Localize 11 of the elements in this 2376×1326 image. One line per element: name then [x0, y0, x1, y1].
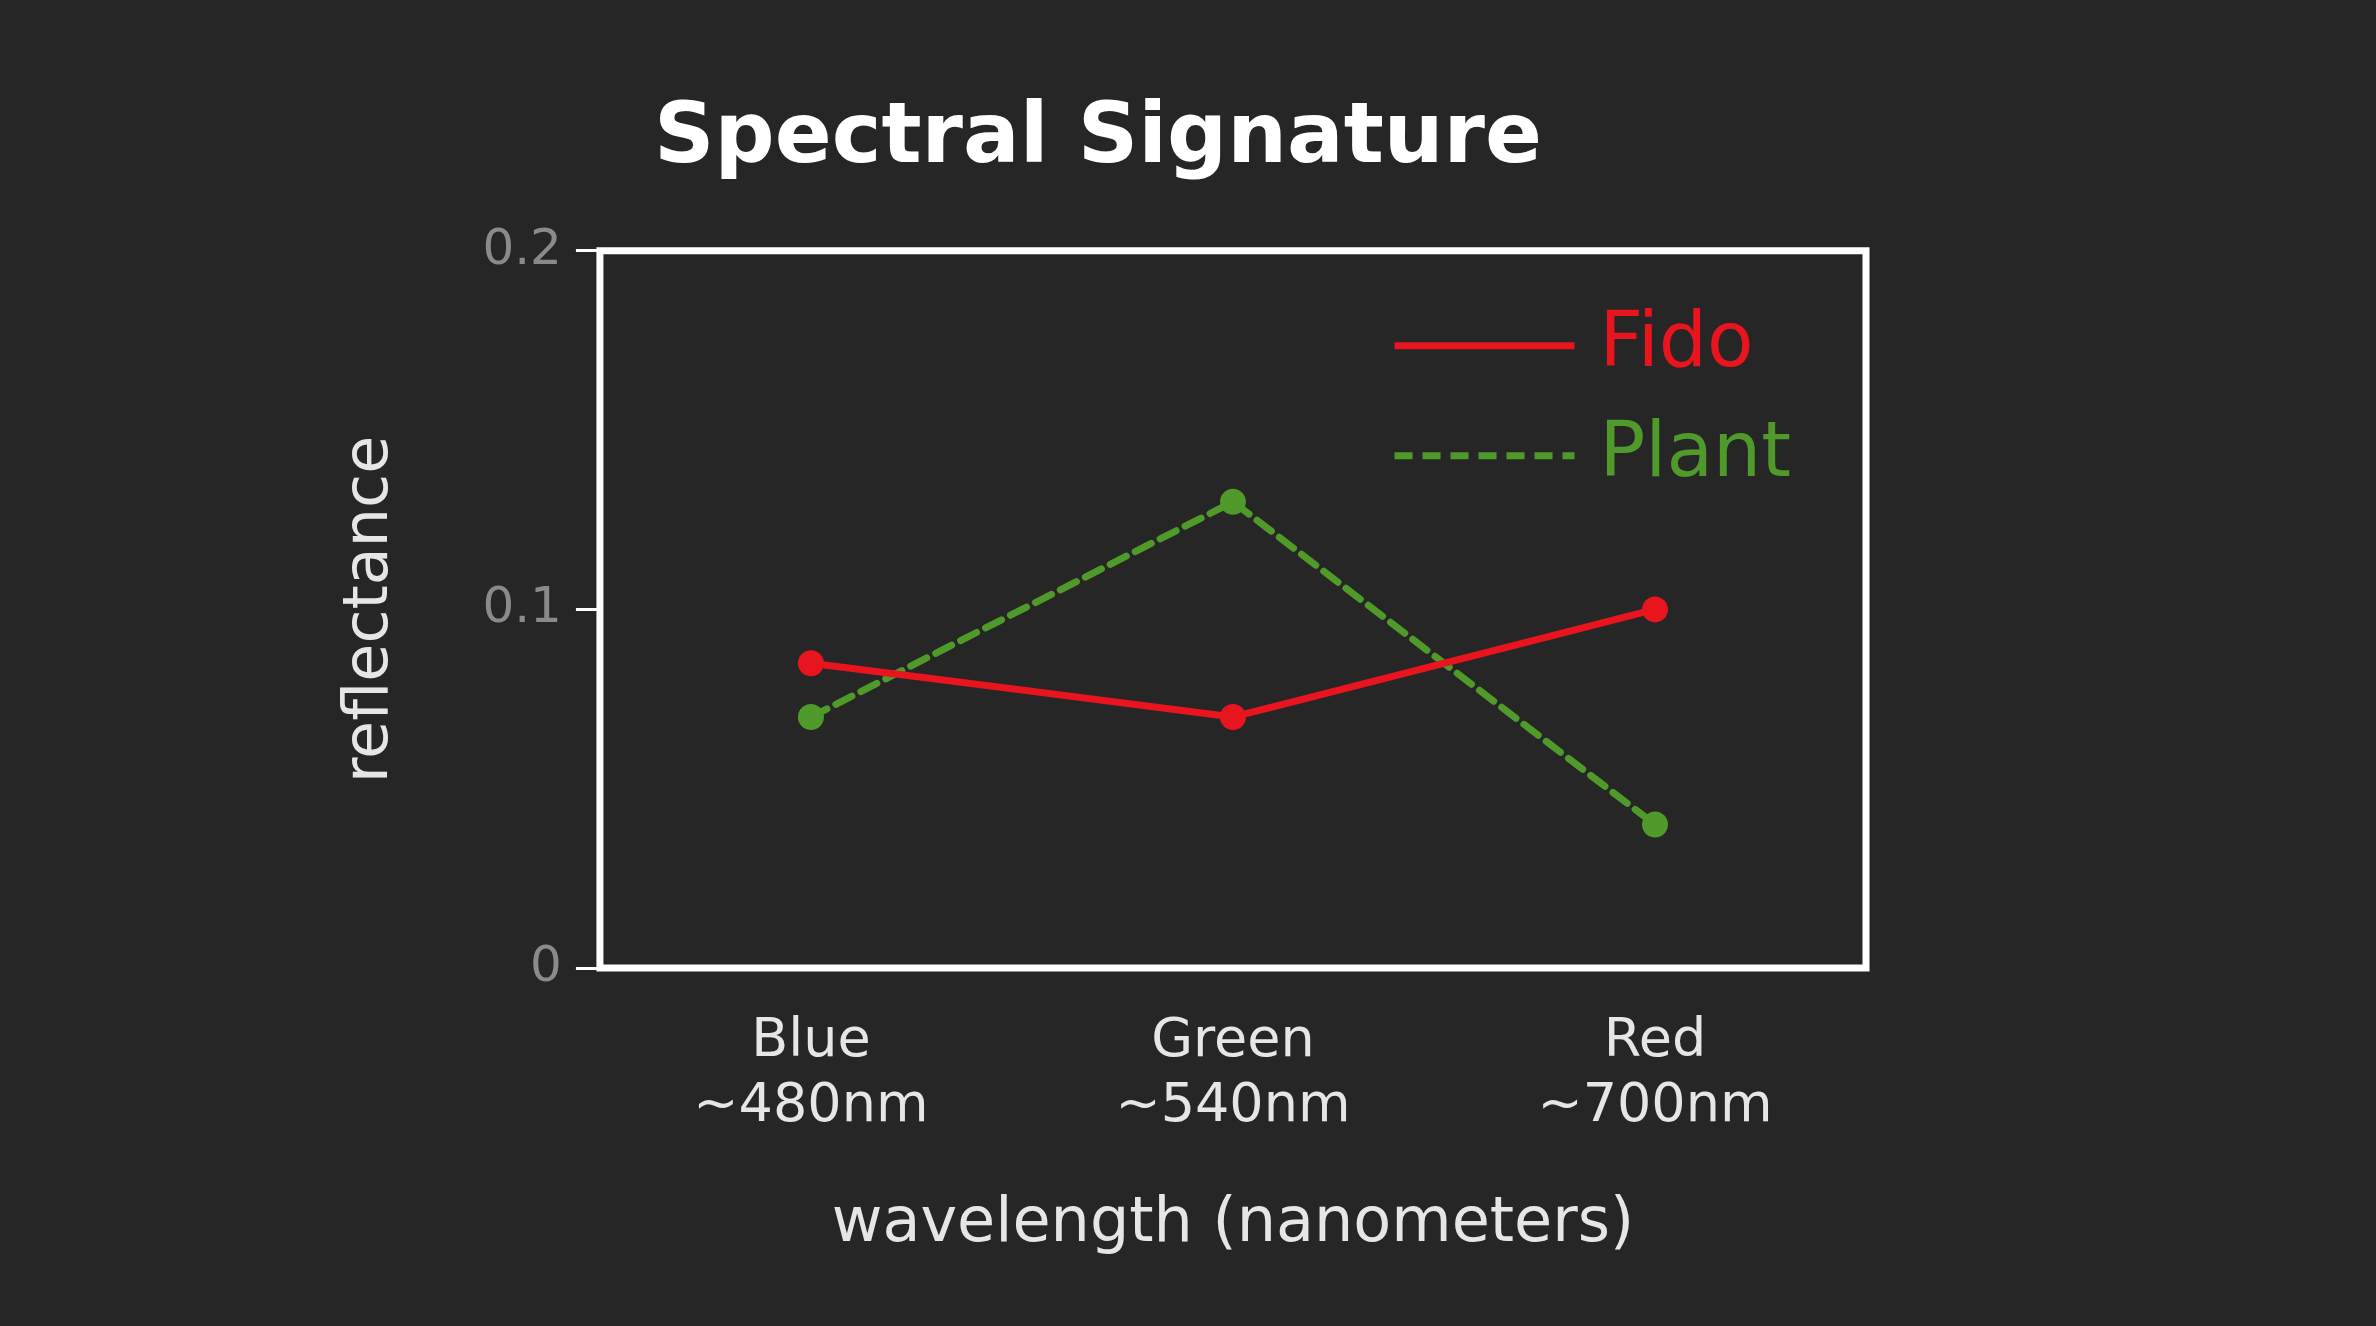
x-tick-label: Red ~700nm [1537, 1006, 1773, 1135]
y-axis-title: reflectance [329, 435, 403, 784]
chart-title: Spectral Signature [654, 84, 1542, 183]
x-tick-label: Green ~540nm [1115, 1006, 1351, 1135]
y-tick-label: 0 [530, 934, 562, 993]
x-tick-label: Blue ~480nm [693, 1006, 929, 1135]
legend-label: Fido [1599, 294, 1754, 384]
y-tick-label: 0.1 [482, 576, 562, 635]
legend-label: Plant [1599, 404, 1791, 494]
x-axis-title: wavelength (nanometers) [831, 1182, 1635, 1256]
y-tick-label: 0.2 [482, 217, 562, 276]
